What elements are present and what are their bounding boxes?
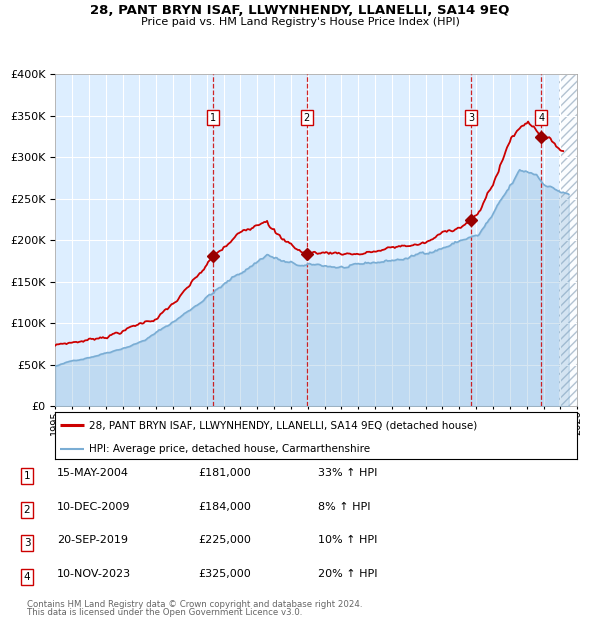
Text: 20-SEP-2019: 20-SEP-2019 xyxy=(57,535,128,545)
Text: £181,000: £181,000 xyxy=(198,468,251,478)
Text: Price paid vs. HM Land Registry's House Price Index (HPI): Price paid vs. HM Land Registry's House … xyxy=(140,17,460,27)
Text: £325,000: £325,000 xyxy=(198,569,251,578)
Text: 10-NOV-2023: 10-NOV-2023 xyxy=(57,569,131,578)
Text: 4: 4 xyxy=(23,572,31,582)
Text: £184,000: £184,000 xyxy=(198,502,251,512)
Text: 20% ↑ HPI: 20% ↑ HPI xyxy=(318,569,377,578)
Text: 2: 2 xyxy=(304,112,310,123)
Text: 28, PANT BRYN ISAF, LLWYNHENDY, LLANELLI, SA14 9EQ (detached house): 28, PANT BRYN ISAF, LLWYNHENDY, LLANELLI… xyxy=(89,420,478,430)
Text: 4: 4 xyxy=(538,112,544,123)
Text: 1: 1 xyxy=(23,471,31,481)
Text: 15-MAY-2004: 15-MAY-2004 xyxy=(57,468,129,478)
Text: 2: 2 xyxy=(23,505,31,515)
Text: 3: 3 xyxy=(23,538,31,548)
Text: Contains HM Land Registry data © Crown copyright and database right 2024.: Contains HM Land Registry data © Crown c… xyxy=(27,600,362,609)
Text: 10% ↑ HPI: 10% ↑ HPI xyxy=(318,535,377,545)
Bar xyxy=(559,74,577,406)
Bar xyxy=(559,74,577,406)
Text: 33% ↑ HPI: 33% ↑ HPI xyxy=(318,468,377,478)
Text: 1: 1 xyxy=(210,112,216,123)
Text: 28, PANT BRYN ISAF, LLWYNHENDY, LLANELLI, SA14 9EQ: 28, PANT BRYN ISAF, LLWYNHENDY, LLANELLI… xyxy=(91,4,509,17)
Text: 10-DEC-2009: 10-DEC-2009 xyxy=(57,502,131,512)
Text: This data is licensed under the Open Government Licence v3.0.: This data is licensed under the Open Gov… xyxy=(27,608,302,617)
Text: 8% ↑ HPI: 8% ↑ HPI xyxy=(318,502,371,512)
Text: HPI: Average price, detached house, Carmarthenshire: HPI: Average price, detached house, Carm… xyxy=(89,443,370,454)
Text: 3: 3 xyxy=(469,112,475,123)
Text: £225,000: £225,000 xyxy=(198,535,251,545)
